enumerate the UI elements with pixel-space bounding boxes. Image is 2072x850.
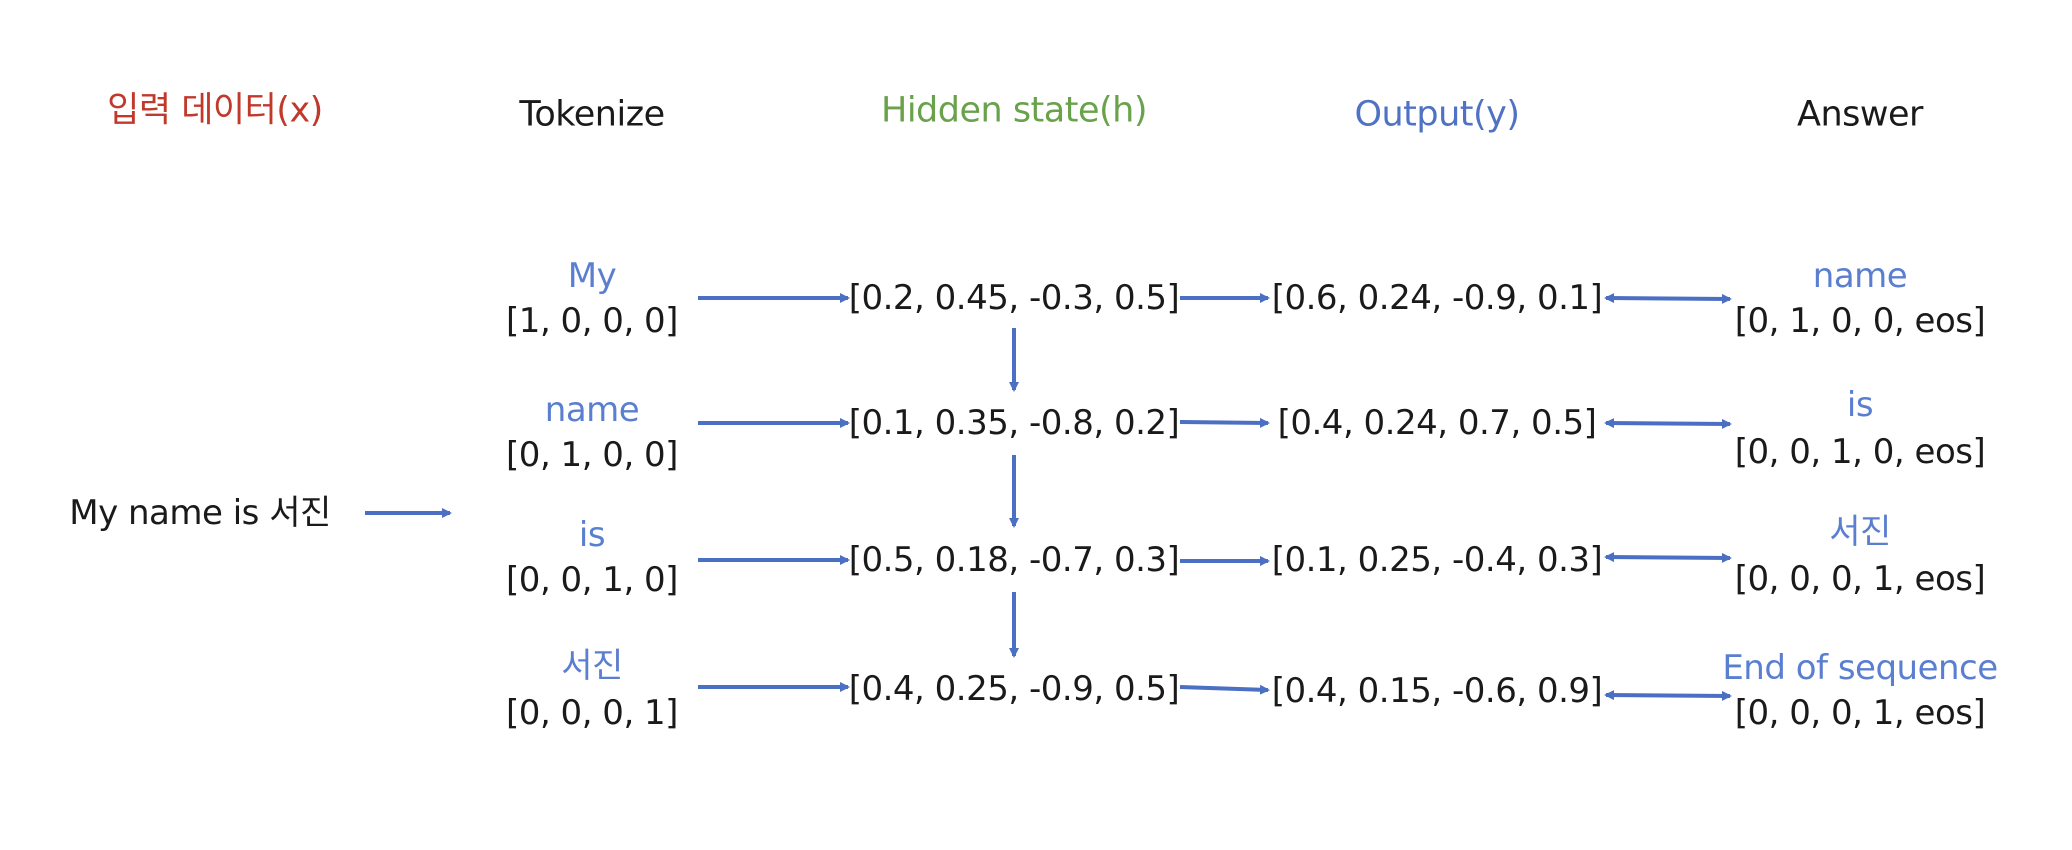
token-label: My — [567, 256, 617, 296]
hidden-state-vector: [0.4, 0.25, -0.9, 0.5] — [848, 669, 1180, 709]
token-vector: [0, 0, 1, 0] — [506, 560, 678, 600]
arrow-output-answer — [1604, 418, 1732, 429]
token-vector: [0, 0, 0, 1] — [506, 693, 678, 733]
output-vector: [0.4, 0.15, -0.6, 0.9] — [1271, 671, 1603, 711]
header-answer: Answer — [1797, 94, 1923, 135]
token-label: is — [578, 515, 606, 555]
token-vector: [0, 1, 0, 0] — [506, 435, 678, 475]
arrow-hidden-to-output — [1179, 684, 1270, 695]
answer-label: name — [1812, 256, 1908, 296]
arrow-output-answer — [1604, 552, 1732, 563]
hidden-state-vector: [0.1, 0.35, -0.8, 0.2] — [848, 403, 1180, 443]
token-vector: [1, 0, 0, 0] — [506, 301, 678, 341]
token-label: 서진 — [561, 646, 623, 686]
header-input: 입력 데이터(x) — [107, 90, 323, 131]
header-tokenize: Tokenize — [519, 94, 665, 135]
answer-vector: [0, 0, 0, 1, eos] — [1734, 559, 1986, 599]
answer-vector: [0, 0, 0, 1, eos] — [1734, 693, 1986, 733]
answer-vector: [0, 0, 1, 0, eos] — [1734, 432, 1986, 472]
header-hidden-state: Hidden state(h) — [881, 90, 1147, 131]
answer-label: End of sequence — [1722, 648, 1998, 688]
output-vector: [0.6, 0.24, -0.9, 0.1] — [1271, 278, 1603, 318]
token-label: name — [544, 390, 640, 430]
output-vector: [0.1, 0.25, -0.4, 0.3] — [1271, 540, 1603, 580]
answer-label: is — [1846, 385, 1874, 425]
header-output: Output(y) — [1354, 94, 1520, 135]
answer-label: 서진 — [1829, 512, 1891, 552]
arrow-output-answer — [1604, 690, 1732, 701]
arrow-hidden-to-output — [1179, 417, 1270, 428]
answer-vector: [0, 1, 0, 0, eos] — [1734, 301, 1986, 341]
arrow-output-answer — [1604, 293, 1732, 304]
output-vector: [0.4, 0.24, 0.7, 0.5] — [1277, 403, 1597, 443]
input-sentence: My name is 서진 — [69, 493, 331, 533]
hidden-state-vector: [0.5, 0.18, -0.7, 0.3] — [848, 540, 1180, 580]
hidden-state-vector: [0.2, 0.45, -0.3, 0.5] — [848, 278, 1180, 318]
